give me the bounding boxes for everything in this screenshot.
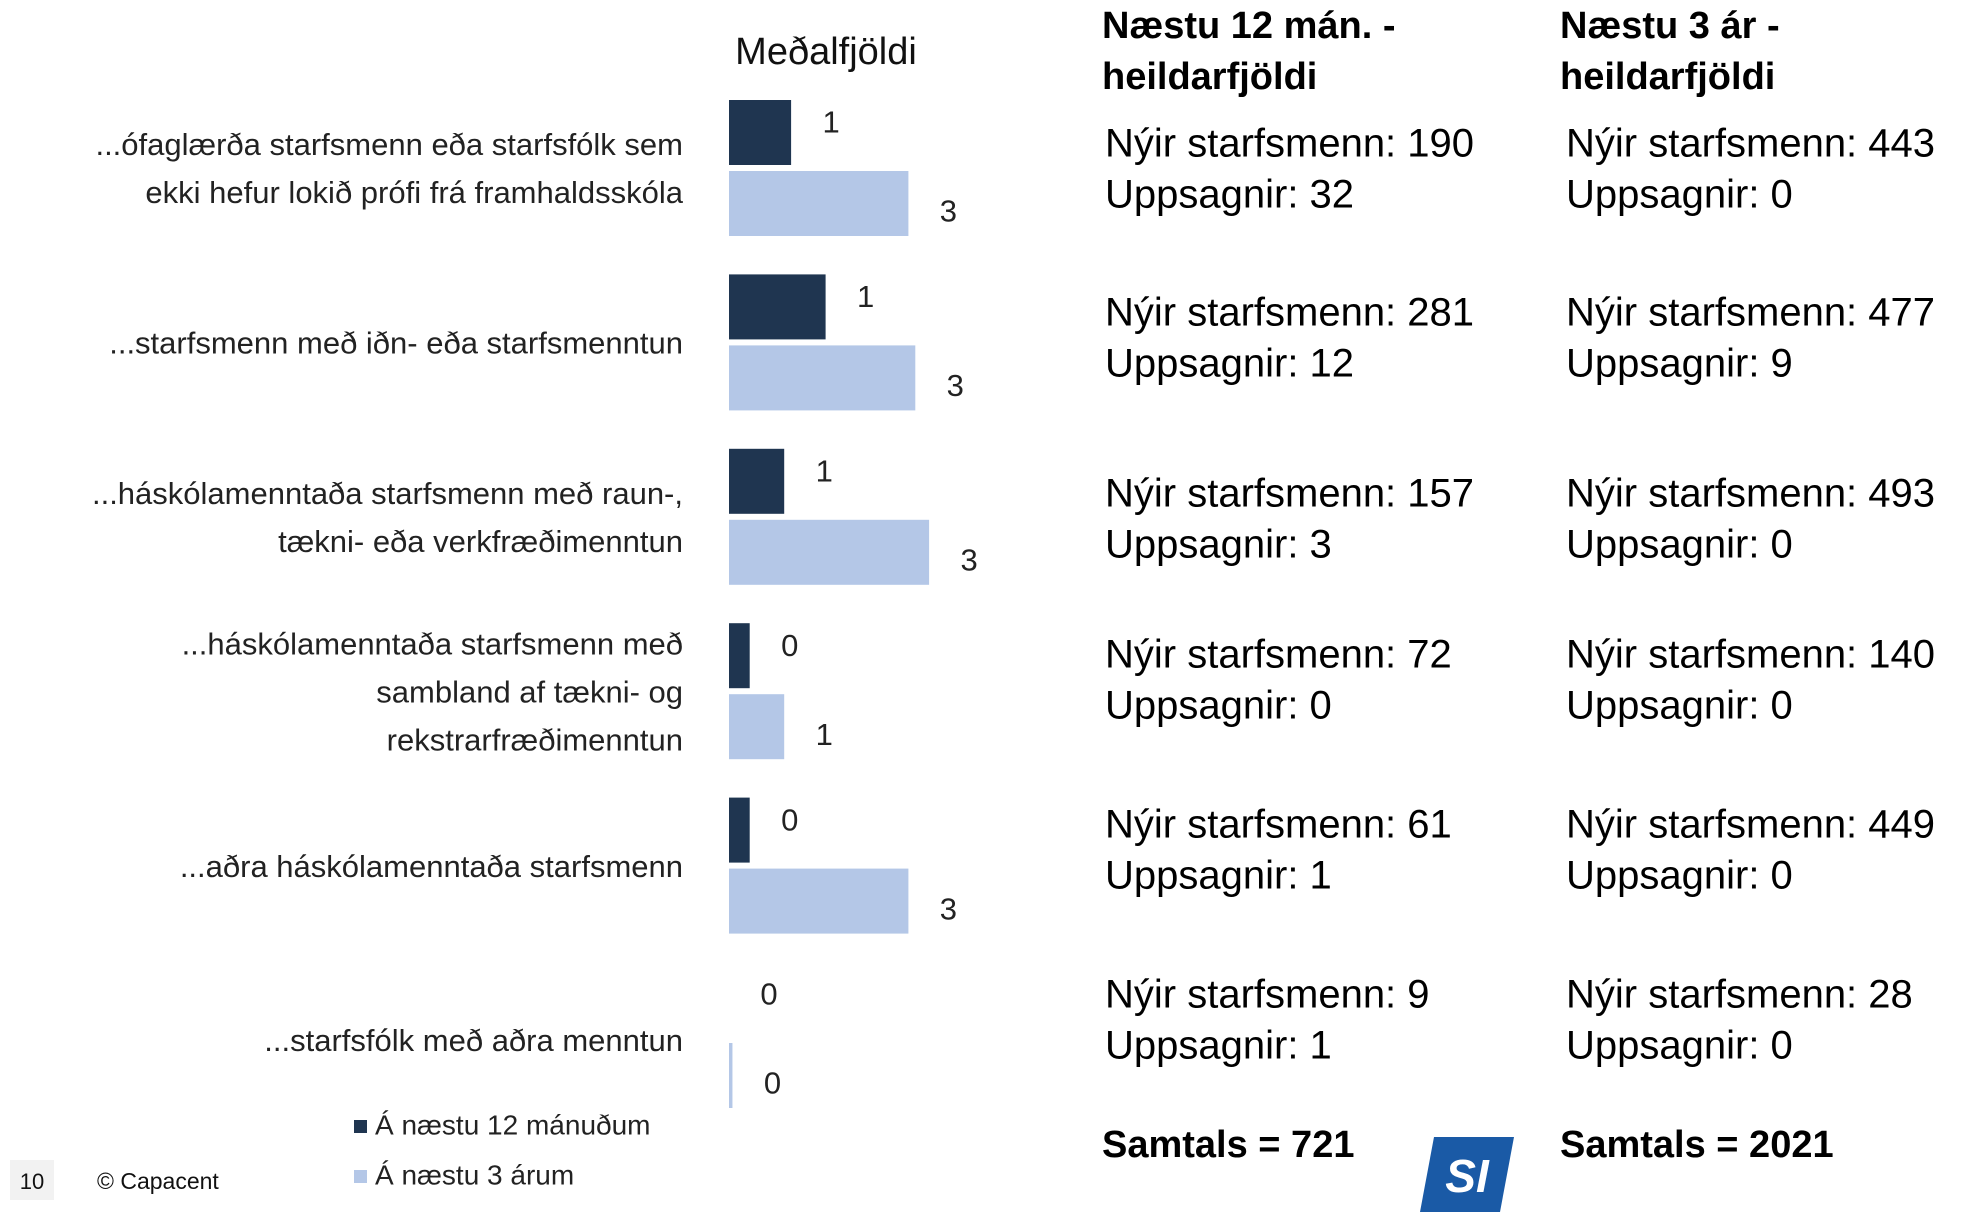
table-cell: Nýir starfsmenn: 9 <box>1105 973 1430 1017</box>
table-cell: Uppsagnir: 0 <box>1566 1024 1793 1068</box>
table-cell: Uppsagnir: 32 <box>1105 173 1354 217</box>
table-cell: Nýir starfsmenn: 281 <box>1105 291 1474 335</box>
category-label: ...starfsfólk með aðra menntun <box>264 1023 683 1058</box>
value-label: 0 <box>781 628 798 663</box>
total: Samtals = 721 <box>1102 1124 1354 1166</box>
bar <box>729 1043 733 1108</box>
value-label: 1 <box>816 453 833 488</box>
value-label: 3 <box>940 891 957 926</box>
table-cell: Nýir starfsmenn: 190 <box>1105 122 1474 166</box>
table-cell: Uppsagnir: 0 <box>1105 684 1332 728</box>
value-label: 0 <box>764 1066 781 1101</box>
table-cell: Uppsagnir: 0 <box>1566 854 1793 898</box>
bar <box>729 797 750 863</box>
value-label: 3 <box>947 368 964 403</box>
table-cell: Uppsagnir: 3 <box>1105 523 1332 567</box>
table-cell: Nýir starfsmenn: 477 <box>1566 291 1935 335</box>
table-cell: Uppsagnir: 0 <box>1566 173 1793 217</box>
value-label: 1 <box>857 279 874 314</box>
logo: SI <box>1445 1150 1490 1202</box>
table-cell: Uppsagnir: 1 <box>1105 854 1332 898</box>
legend-swatch <box>354 1170 367 1183</box>
table-cell: Nýir starfsmenn: 449 <box>1566 803 1935 847</box>
table-cell: Nýir starfsmenn: 28 <box>1566 973 1913 1017</box>
table-cell: Uppsagnir: 12 <box>1105 342 1354 386</box>
value-label: 1 <box>822 105 839 140</box>
chart-title: Meðalfjöldi <box>735 31 917 73</box>
value-label: 3 <box>940 194 957 229</box>
column-header: heildarfjöldi <box>1560 56 1775 98</box>
category-label: ...háskólamenntaða starfsmenn með <box>182 626 683 661</box>
column-header: Næstu 12 mán. - <box>1102 5 1396 47</box>
page-number-box <box>10 1160 54 1200</box>
table-cell: Nýir starfsmenn: 157 <box>1105 472 1474 516</box>
table-cell: Uppsagnir: 0 <box>1566 684 1793 728</box>
value-label: 1 <box>816 717 833 752</box>
legend-label: Á næstu 12 mánuðum <box>375 1109 651 1140</box>
legend-label: Á næstu 3 árum <box>375 1159 574 1190</box>
bar <box>729 519 930 585</box>
table-cell: Nýir starfsmenn: 72 <box>1105 633 1452 677</box>
category-label: ...aðra háskólamenntaða starfsmenn <box>180 849 683 884</box>
category-label: ekki hefur lokið prófi frá framhaldsskól… <box>145 175 683 210</box>
bar <box>729 171 909 236</box>
category-label: ...háskólamenntaða starfsmenn með raun-, <box>92 476 683 511</box>
value-label: 0 <box>781 802 798 837</box>
category-label: ...starfsmenn með iðn- eða starfsmenntun <box>109 326 683 361</box>
value-label: 0 <box>760 977 777 1012</box>
bar <box>729 100 792 165</box>
legend-swatch <box>354 1120 367 1133</box>
bar <box>729 448 785 514</box>
value-label: 3 <box>960 542 977 577</box>
table-cell: Nýir starfsmenn: 61 <box>1105 803 1452 847</box>
table-cell: Uppsagnir: 9 <box>1566 342 1793 386</box>
column-header: Næstu 3 ár - <box>1560 5 1780 47</box>
table-cell: Nýir starfsmenn: 493 <box>1566 472 1935 516</box>
bar <box>729 274 826 340</box>
total: Samtals = 2021 <box>1560 1124 1834 1166</box>
table-cell: Uppsagnir: 1 <box>1105 1024 1332 1068</box>
bar <box>729 623 750 689</box>
page-number: 10 <box>20 1169 44 1194</box>
bar <box>729 694 785 760</box>
column-header: heildarfjöldi <box>1102 56 1317 98</box>
copyright: © Capacent <box>97 1168 219 1194</box>
category-label: sambland af tækni- og <box>376 674 683 709</box>
bar <box>729 868 909 934</box>
category-label: rekstrarfræðimenntun <box>387 722 683 757</box>
category-label: tækni- eða verkfræðimenntun <box>278 524 683 559</box>
table-cell: Nýir starfsmenn: 140 <box>1566 633 1935 677</box>
bar <box>729 345 916 411</box>
table-cell: Uppsagnir: 0 <box>1566 523 1793 567</box>
category-label: ...ófaglærða starfsmenn eða starfsfólk s… <box>95 127 683 162</box>
logo-badge <box>1420 1137 1514 1212</box>
table-cell: Nýir starfsmenn: 443 <box>1566 122 1935 166</box>
